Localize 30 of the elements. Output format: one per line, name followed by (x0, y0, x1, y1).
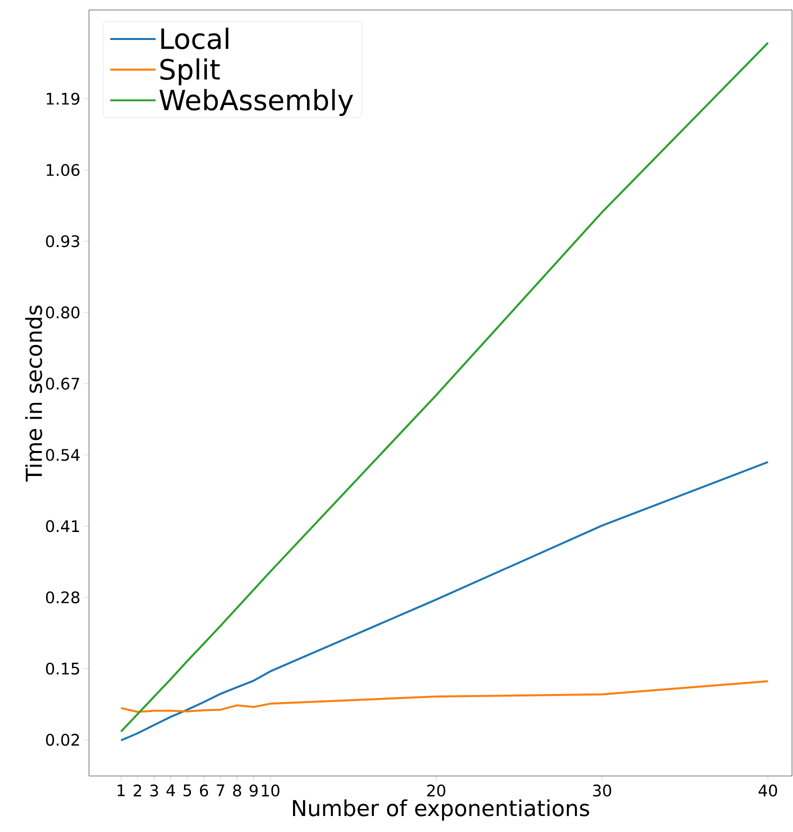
y-tick-label: 0.93 (46, 235, 80, 248)
y-tick-label: 0.02 (46, 734, 79, 746)
y-tick-label: 1.06 (46, 164, 80, 176)
x-tick-label: 20 (427, 784, 446, 797)
legend-label: Local (161, 28, 228, 50)
x-tick-label: 7 (216, 784, 224, 796)
y-tick-label: 0.54 (46, 448, 80, 461)
x-tick-label: 30 (593, 784, 612, 797)
x-tick-label: 6 (200, 784, 208, 797)
line-series (120, 680, 769, 713)
y-tick-label: 0.15 (46, 662, 80, 675)
y-tick-label: 1.19 (46, 92, 80, 105)
x-tick-label: 9 (250, 784, 258, 797)
line-series (120, 461, 769, 742)
y-tick-label: 0.80 (46, 306, 80, 318)
y-tick-label: 0.41 (46, 520, 80, 532)
x-axis-title: Number of exponentiations (293, 799, 590, 821)
x-tick-label: 8 (233, 784, 242, 797)
x-tick-label: 5 (184, 784, 192, 796)
x-tick-label: 1 (118, 784, 125, 796)
x-tick-label: 3 (150, 784, 158, 797)
x-tick-label: 40 (758, 784, 778, 797)
legend-label: WebAssembly (160, 88, 354, 116)
x-tick-label: 10 (262, 784, 280, 797)
y-tick-label: 0.67 (46, 378, 80, 390)
y-axis-title: Time in seconds (25, 306, 42, 482)
y-tick-label: 0.28 (46, 591, 80, 604)
x-tick-label: 2 (134, 784, 142, 796)
x-tick-label: 4 (166, 784, 175, 796)
legend-label: Split (160, 58, 220, 86)
